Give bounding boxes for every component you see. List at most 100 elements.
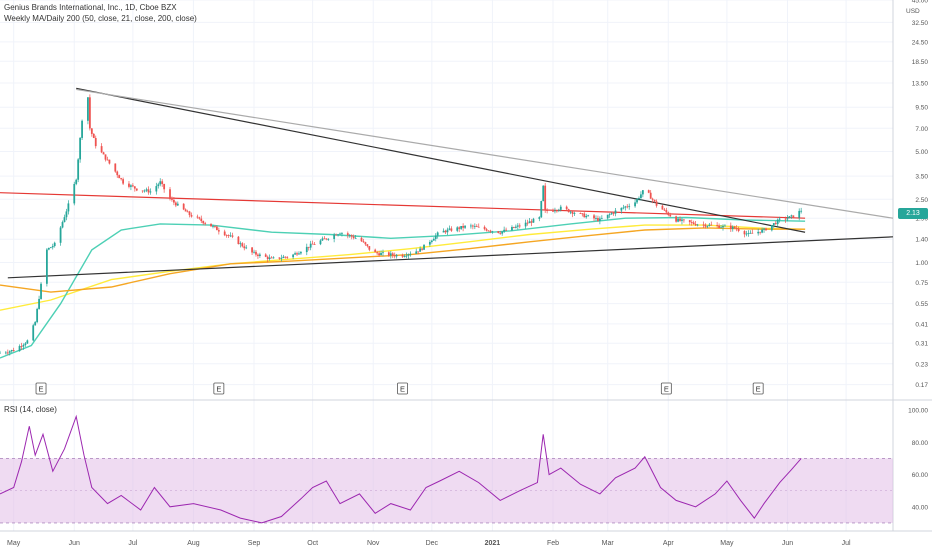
candle-body (313, 244, 316, 245)
time-tick-label: Dec (426, 540, 439, 547)
earnings-marker (752, 382, 764, 395)
candle-body (255, 251, 257, 255)
candle-body (557, 209, 560, 211)
candle-body (337, 234, 339, 236)
candle-body (665, 210, 668, 213)
candle-body (704, 224, 707, 227)
candle-body (571, 211, 574, 214)
candle-body (409, 253, 412, 255)
candle-body (47, 247, 50, 250)
candle-body (63, 217, 66, 223)
price-tick-label: 0.55 (915, 301, 928, 308)
candle-body (75, 179, 78, 184)
candle-body (278, 257, 281, 259)
candle-body (159, 181, 162, 185)
candle-body (614, 210, 617, 214)
candle-body (667, 212, 670, 215)
price-tick-label: 9.50 (915, 105, 928, 112)
earnings-marker (660, 382, 672, 395)
candle-body (442, 230, 445, 233)
candle-body (284, 256, 287, 258)
candle-body (202, 221, 205, 224)
candle-body (516, 225, 519, 227)
candle-body (720, 227, 722, 229)
time-tick-label: Apr (663, 540, 675, 547)
price-tick-label: 1.00 (915, 260, 928, 267)
candle-body (354, 237, 357, 239)
candle-body (133, 186, 136, 189)
price-tick-label: 2.50 (915, 197, 928, 204)
candle-body (733, 226, 736, 229)
candle-body (470, 225, 472, 227)
candle-body (368, 246, 371, 250)
candle-body (61, 222, 64, 228)
candle-body (708, 224, 711, 226)
candle-body (677, 218, 679, 222)
candle-body (778, 218, 781, 220)
candle-body (6, 352, 9, 354)
candle-body (161, 181, 164, 184)
time-tick-label: May (7, 540, 21, 547)
earnings-marker (35, 382, 47, 395)
candle-body (620, 207, 623, 211)
candle-body (606, 214, 609, 219)
candle-body (622, 207, 625, 209)
time-tick-label: Jun (69, 540, 80, 547)
earnings-marker-label: E (400, 385, 405, 394)
candle-body (184, 209, 187, 212)
chart-title: Genius Brands International, Inc., 1D, C… (4, 3, 177, 12)
candle-body (323, 238, 326, 240)
candle-body (22, 344, 25, 347)
candle-body (10, 350, 13, 352)
candle-body (4, 352, 7, 354)
candle-body (0, 352, 1, 354)
candle-body (772, 223, 775, 226)
candle-body (173, 199, 175, 203)
candle-body (456, 227, 459, 231)
candle-body (186, 211, 189, 213)
moving-average-line (0, 224, 806, 311)
candle-body (600, 218, 603, 220)
candle-body (776, 219, 779, 225)
candle-body (718, 225, 720, 228)
candle-body (204, 223, 207, 225)
candle-body (696, 224, 699, 226)
candle-body (169, 189, 171, 200)
candle-body (489, 230, 492, 232)
candle-body (346, 233, 349, 236)
candle-body (694, 223, 697, 226)
candle-body (34, 322, 37, 326)
candle-body (73, 183, 76, 204)
candle-body (231, 235, 234, 237)
candle-body (505, 229, 507, 231)
candle-body (593, 215, 595, 219)
candle-body (751, 232, 754, 234)
candle-body (376, 252, 379, 254)
candle-body (749, 232, 752, 234)
candle-body (341, 233, 343, 235)
candle-body (524, 222, 527, 227)
time-tick-label: Mar (602, 540, 615, 547)
candle-body (339, 233, 341, 235)
candle-body (215, 226, 218, 231)
candle-body (464, 225, 466, 228)
candle-body (683, 219, 685, 221)
candle-body (681, 219, 683, 221)
candle-body (415, 251, 418, 254)
candle-body (710, 224, 713, 226)
price-tick-label: 0.23 (915, 361, 928, 368)
candle-body (59, 227, 62, 243)
candle-body (432, 238, 435, 241)
trendline (0, 192, 806, 219)
candle-body (546, 210, 549, 211)
candle-body (116, 171, 119, 176)
candle-body (542, 185, 545, 202)
candle-body (675, 216, 678, 222)
time-tick-label: Jul (128, 540, 137, 547)
price-tick-label: 32.50 (912, 20, 929, 27)
candle-body (264, 254, 267, 257)
candle-body (40, 283, 42, 299)
candle-body (309, 243, 312, 248)
